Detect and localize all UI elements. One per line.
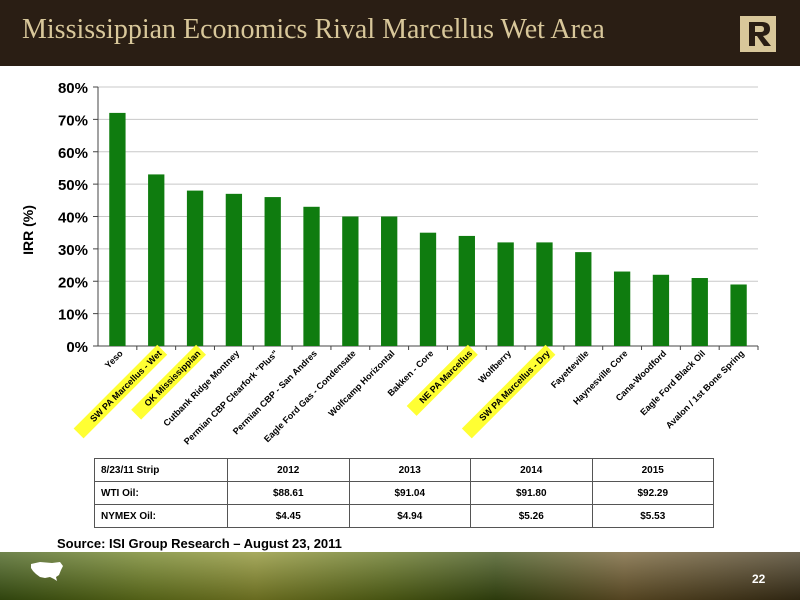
x-tick-label-group: Wolfberry [476, 348, 513, 385]
table-row: NYMEX Oil: $4.45 $4.94 $5.26 $5.53 [94, 504, 714, 528]
table-row: WTI Oil: $88.61 $91.04 $91.80 $92.29 [94, 481, 714, 505]
price-strip-table: 8/23/11 Strip 2012 2013 2014 2015 WTI Oi… [94, 458, 714, 528]
y-tick-label: 0% [66, 339, 88, 356]
y-tick-label: 50% [58, 177, 88, 194]
y-tick-label: 40% [58, 210, 88, 227]
x-tick-label-group: Eagle Ford Black Oil [638, 348, 707, 417]
table-header-cell: 2012 [227, 458, 350, 482]
table-cell: WTI Oil: [94, 481, 228, 505]
table-cell: $4.94 [348, 504, 471, 528]
table-cell: $4.45 [227, 504, 350, 528]
y-tick-label: 10% [58, 307, 88, 324]
table-cell: $91.80 [470, 481, 593, 505]
table-cell: $88.61 [227, 481, 350, 505]
x-tick-label: Yeso [103, 348, 125, 370]
x-tick-label-group: Avalon / 1st Bone Spring [664, 348, 746, 430]
page-number: 22 [752, 572, 766, 586]
x-tick-label: SW PA Marcellus - Dry [477, 348, 552, 423]
y-tick-label: 30% [58, 242, 88, 259]
table-cell: $5.26 [470, 504, 593, 528]
source-note: Source: ISI Group Research – August 23, … [57, 536, 342, 551]
bar [613, 271, 631, 346]
y-tick-label: 70% [58, 112, 88, 129]
table-header-cell: 2015 [591, 458, 714, 482]
table-header-cell: 2013 [348, 458, 471, 482]
bar [303, 206, 320, 346]
x-tick-label-group: OK Mississippian [131, 344, 207, 420]
x-tick-label-group: Wolfcamp Horizontal [326, 348, 396, 418]
table-header-cell: 2014 [470, 458, 593, 482]
header-bar: Mississippian Economics Rival Marcellus … [0, 0, 800, 66]
x-tick-label: Wolfberry [476, 348, 513, 385]
bar [730, 284, 747, 346]
table-cell: $91.04 [348, 481, 471, 505]
bar [536, 242, 553, 346]
bar [342, 216, 359, 346]
bar [381, 216, 398, 346]
bar [419, 232, 437, 346]
x-tick-label: SW PA Marcellus - Wet [88, 348, 164, 424]
x-label-highlight [73, 344, 168, 439]
bar [497, 242, 514, 346]
x-tick-label: Cutbank Ridge Montney [161, 348, 241, 428]
y-tick-label: 60% [58, 145, 88, 162]
bar [225, 193, 243, 346]
bar [186, 190, 204, 346]
bar [575, 252, 592, 346]
r-logo-icon [740, 16, 776, 52]
table-cell: $5.53 [591, 504, 714, 528]
table-cell: $92.29 [591, 481, 714, 505]
bar [458, 235, 475, 346]
x-tick-label: Avalon / 1st Bone Spring [664, 348, 746, 430]
x-tick-label-group: Cutbank Ridge Montney [161, 348, 241, 428]
bar [148, 174, 165, 346]
table-header-cell: 8/23/11 Strip [94, 458, 228, 482]
table-header-row: 8/23/11 Strip 2012 2013 2014 2015 [94, 458, 714, 482]
table-cell: NYMEX Oil: [94, 504, 228, 528]
x-tick-label-group: Yeso [103, 348, 125, 370]
page-title: Mississippian Economics Rival Marcellus … [22, 14, 605, 45]
x-label-highlight [406, 344, 478, 416]
footer-landscape [0, 552, 800, 600]
bar [109, 112, 126, 347]
bar [691, 278, 708, 346]
x-tick-label: Wolfcamp Horizontal [326, 348, 396, 418]
x-label-highlight [131, 344, 207, 420]
bar [264, 197, 281, 346]
y-tick-label: 20% [58, 274, 88, 291]
x-tick-label-group: NE PA Marcellus [406, 344, 478, 416]
us-map-icon [31, 562, 63, 581]
x-tick-label: Eagle Ford Black Oil [638, 348, 707, 417]
bar [652, 274, 670, 346]
y-tick-label: 80% [58, 80, 88, 97]
x-label-highlight [461, 344, 556, 439]
